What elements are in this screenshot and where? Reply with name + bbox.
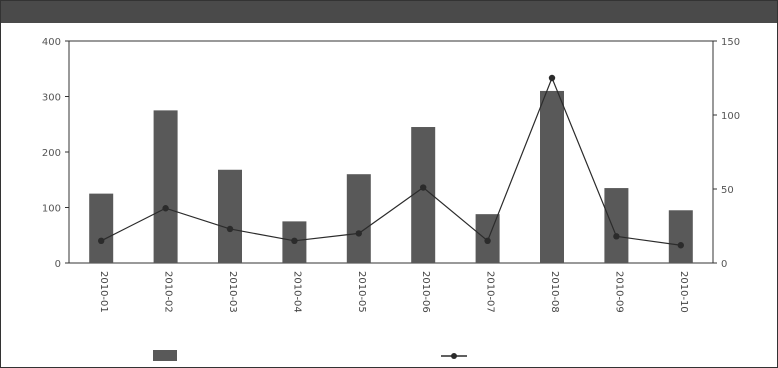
left-tick-label: 300	[42, 93, 61, 104]
category-label: 2010-08	[549, 271, 560, 313]
line-point	[98, 237, 105, 244]
bar	[89, 193, 114, 263]
line-point	[162, 205, 169, 212]
chart-title	[1, 1, 777, 23]
legend-line-marker	[451, 353, 457, 359]
bar	[411, 127, 436, 264]
bar	[218, 169, 242, 263]
right-tick-label: 0	[721, 259, 727, 270]
line-point	[355, 230, 362, 237]
left-tick-label: 400	[42, 37, 61, 48]
legend-bar-swatch	[153, 350, 177, 361]
line-point	[484, 237, 491, 244]
right-tick-label: 150	[721, 37, 740, 48]
category-label: 2010-07	[485, 271, 496, 313]
category-label: 2010-05	[356, 271, 367, 313]
category-label: 2010-01	[98, 271, 109, 313]
category-label: 2010-09	[613, 271, 624, 313]
right-tick-label: 100	[721, 111, 740, 122]
category-label: 2010-06	[420, 271, 431, 313]
line-point	[226, 225, 234, 233]
bar	[668, 210, 693, 263]
line-series	[100, 76, 681, 246]
line-point	[677, 242, 684, 249]
bar	[346, 174, 371, 263]
left-tick-label: 200	[42, 148, 61, 159]
line-point	[548, 74, 556, 82]
bar-line-chart: 0 100 200 300 400 0 50 100 150 2010-01 2010-02 2010…	[42, 37, 740, 361]
bar	[540, 90, 564, 263]
line-point	[420, 184, 427, 191]
category-label: 2010-10	[678, 271, 689, 313]
bar	[604, 188, 629, 263]
left-tick-label: 100	[42, 204, 61, 215]
category-label: 2010-04	[291, 271, 302, 313]
line-point	[291, 237, 298, 244]
line-point	[613, 233, 620, 240]
right-tick-label: 50	[721, 185, 734, 196]
category-label: 2010-02	[163, 271, 174, 313]
bar	[153, 110, 178, 263]
left-tick-label: 0	[55, 259, 61, 270]
category-label: 2010-03	[227, 271, 238, 313]
